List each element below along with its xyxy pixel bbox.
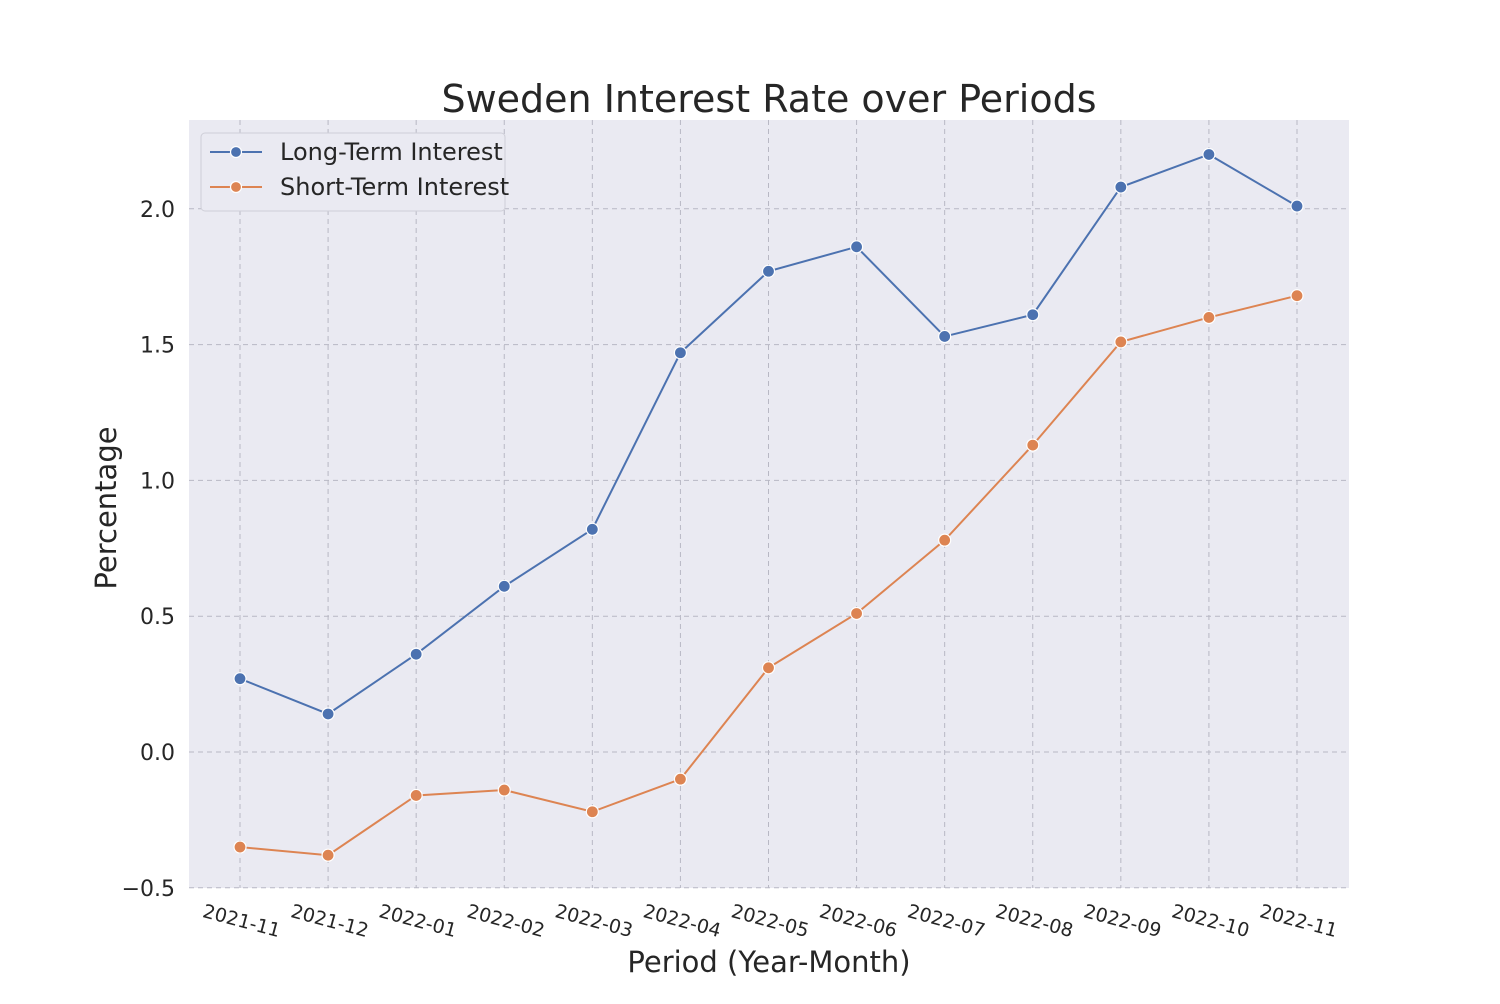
- data-point: [321, 848, 335, 862]
- x-axis-ticks: 2021-11 2021-12 2022-01 2022-02 2022-03 2022-…: [200, 900, 1339, 942]
- x-tick-label: 2021-11: [200, 900, 282, 942]
- y-tick-label: 1.0: [140, 469, 175, 494]
- y-tick-label: 2.0: [140, 198, 175, 223]
- x-tick-label: 2022-02: [465, 900, 547, 942]
- x-tick-label: 2022-08: [993, 900, 1075, 942]
- series-long-term: [233, 147, 1304, 721]
- legend-label-short-term: Short-Term Interest: [280, 173, 509, 201]
- data-point: [497, 579, 511, 593]
- chart-title: Sweden Interest Rate over Periods: [441, 77, 1096, 121]
- y-tick-label: 0.5: [140, 605, 175, 630]
- legend: Long-Term Interest Short-Term Interest: [200, 132, 509, 212]
- x-tick-label: 2022-10: [1169, 900, 1251, 942]
- x-tick-label: 2022-04: [641, 900, 723, 942]
- data-point: [1026, 308, 1040, 322]
- data-point: [233, 840, 247, 854]
- y-tick-label: −0.5: [122, 877, 175, 902]
- y-axis-ticks: −0.5 0.0 0.5 1.0 1.5 2.0: [122, 198, 175, 902]
- data-point: [321, 707, 335, 721]
- x-tick-label: 2022-09: [1081, 900, 1163, 942]
- x-axis-title: Period (Year-Month): [627, 945, 910, 979]
- series-short-term: [233, 289, 1304, 862]
- legend-marker-long-term: [229, 145, 243, 159]
- legend-box: [200, 132, 506, 212]
- legend-label-long-term: Long-Term Interest: [280, 138, 503, 166]
- data-point: [938, 329, 952, 344]
- data-point: [761, 264, 776, 278]
- data-point: [1290, 199, 1304, 213]
- x-tick-label: 2022-07: [905, 900, 987, 942]
- x-tick-label: 2022-06: [817, 900, 899, 942]
- data-point: [1114, 335, 1128, 349]
- data-point: [673, 772, 688, 786]
- data-point: [673, 346, 688, 360]
- x-tick-label: 2022-05: [729, 900, 811, 942]
- y-axis-title: Percentage: [89, 426, 123, 589]
- data-point: [849, 240, 864, 254]
- data-point: [938, 533, 952, 547]
- legend-marker-short-term: [229, 180, 243, 194]
- data-point: [233, 672, 247, 686]
- data-point: [849, 606, 864, 621]
- data-point: [1026, 438, 1040, 452]
- y-tick-label: 1.5: [140, 334, 175, 359]
- data-point: [761, 661, 776, 675]
- data-point: [1290, 289, 1304, 303]
- y-tick-label: 0.0: [140, 741, 175, 766]
- series-group: [233, 147, 1304, 862]
- data-point: [497, 783, 511, 797]
- data-point: [585, 805, 599, 819]
- data-point: [1202, 147, 1216, 162]
- data-point: [1202, 310, 1216, 325]
- data-point: [409, 647, 423, 661]
- data-point: [1114, 180, 1128, 194]
- x-tick-label: 2022-11: [1257, 900, 1339, 942]
- x-tick-label: 2022-03: [553, 900, 635, 942]
- data-point: [585, 522, 599, 536]
- x-tick-label: 2022-01: [377, 900, 459, 942]
- data-point: [409, 788, 423, 803]
- x-tick-label: 2021-12: [288, 900, 370, 942]
